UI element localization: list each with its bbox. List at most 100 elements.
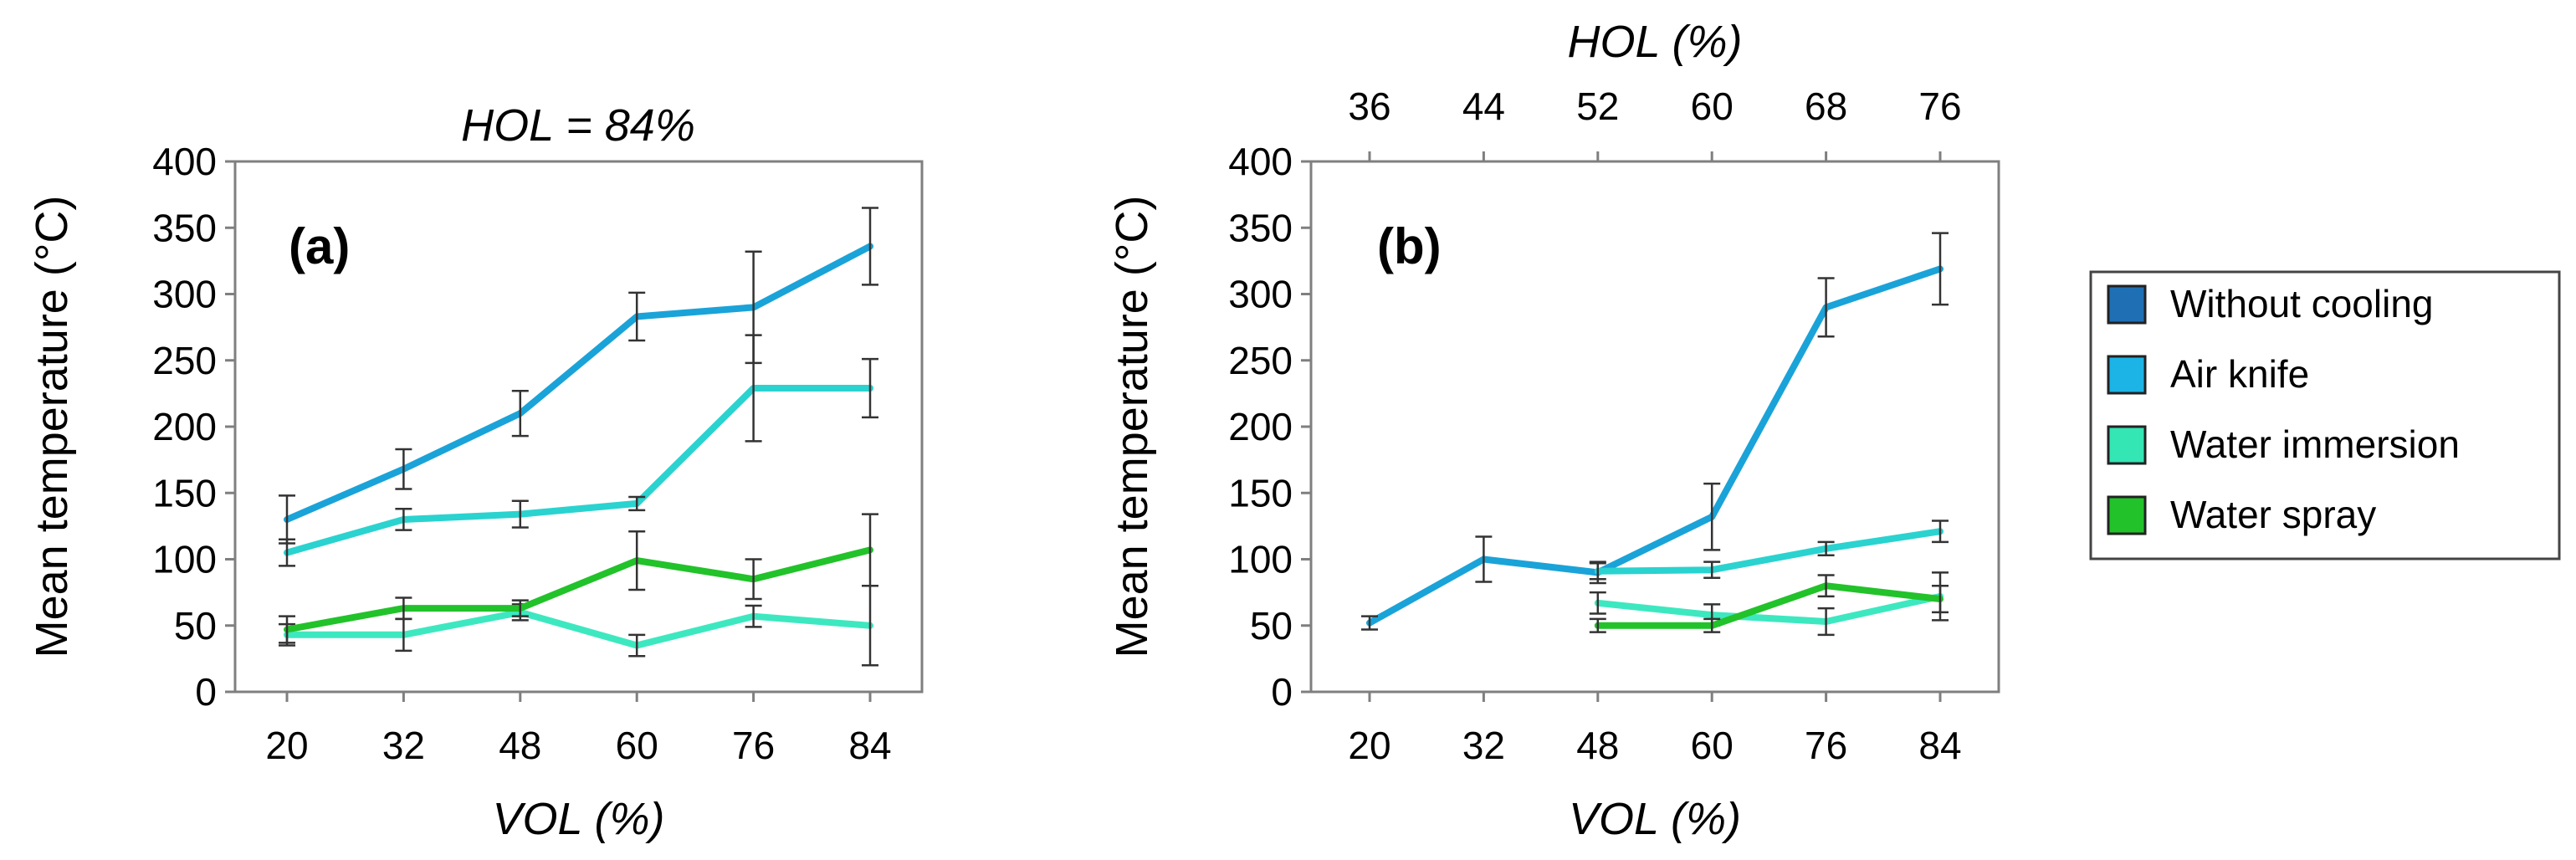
error-bar [1703, 482, 1721, 551]
legend-label: Water immersion [2170, 422, 2460, 466]
y-tick-label: 100 [152, 538, 217, 581]
error-bar [511, 389, 529, 438]
x-tick-label: 20 [1348, 724, 1390, 767]
error-bar [745, 558, 762, 601]
error-bar [1589, 562, 1606, 581]
x-tick-label: 60 [616, 724, 658, 767]
legend-box [2089, 270, 2561, 561]
y-tick-label: 50 [174, 604, 217, 648]
x-tick-label: 84 [848, 724, 891, 767]
y-axis-label: Mean temperature (°C) [27, 196, 77, 658]
series-water-spray [1589, 574, 1949, 633]
legend: Without cooling Air knife Water immersion W… [2089, 270, 2561, 561]
y-tick-label: 150 [1228, 471, 1293, 514]
legend-label: Water spray [2170, 493, 2376, 536]
top-tick-label: 36 [1348, 84, 1390, 128]
legend-label: Air knife [2170, 352, 2309, 396]
series-line [1594, 528, 1944, 575]
top-tick-label: 68 [1805, 84, 1847, 128]
error-bar [628, 291, 646, 342]
panel-label: (b) [1377, 218, 1442, 274]
series-without-cooling [279, 207, 878, 545]
error-bar [1361, 615, 1378, 631]
legend-swatch [2107, 355, 2147, 395]
y-tick-label: 250 [152, 339, 217, 382]
error-bar [1589, 617, 1606, 633]
series-line [284, 546, 873, 633]
y-tick-label: 200 [1228, 405, 1293, 448]
y-tick-label: 350 [152, 206, 217, 249]
x-tick-label: 76 [1805, 724, 1847, 767]
chart-panel-b: 0 50 100 150 200 250 300 350 400 20 32 48 60 76 84 36 44… [1107, 17, 2000, 844]
x-axis-label: VOL (%) [492, 794, 664, 844]
error-bar [1817, 607, 1835, 637]
top-tick-label: 52 [1576, 84, 1619, 128]
series-air-knife [279, 334, 878, 567]
top-tick-label: 76 [1918, 84, 1961, 128]
error-bar [862, 207, 878, 286]
series-water-immersion [279, 584, 878, 667]
error-bar [1703, 561, 1721, 579]
y-tick-label: 100 [1228, 538, 1293, 581]
legend-swatch [2107, 425, 2147, 465]
error-bar [511, 499, 529, 529]
error-bar [279, 615, 295, 644]
top-tick-label: 44 [1462, 84, 1505, 128]
error-bar [1932, 520, 1949, 544]
error-bar [1932, 584, 1949, 614]
legend-label: Without cooling [2170, 282, 2434, 325]
legend-swatch [2107, 495, 2147, 535]
error-bar [745, 604, 762, 628]
series-line [1366, 265, 1944, 627]
series-line [284, 243, 873, 523]
error-bar [628, 495, 646, 512]
error-bar [511, 599, 529, 617]
y-tick-label: 250 [1228, 339, 1293, 382]
x-tick-label: 32 [382, 724, 425, 767]
error-bar [745, 334, 762, 443]
error-bar [862, 513, 878, 587]
legend-item: Without cooling [2107, 282, 2434, 325]
panel-label: (a) [289, 218, 350, 274]
error-bar [395, 508, 412, 531]
error-bar [1817, 540, 1835, 556]
series-line [284, 608, 873, 649]
error-bar [1932, 232, 1949, 306]
y-tick-label: 0 [195, 670, 217, 714]
series-line [1594, 592, 1944, 625]
y-tick-label: 350 [1228, 206, 1293, 249]
error-bar [1817, 574, 1835, 598]
chart-title: HOL = 84% [461, 100, 695, 151]
chart-title: HOL (%) [1567, 17, 1742, 67]
x-tick-label: 76 [732, 724, 775, 767]
error-bar [1475, 535, 1493, 583]
error-bar [1703, 617, 1721, 633]
y-tick-label: 150 [152, 471, 217, 514]
chart-panel-a: 0 50 100 150 200 250 300 350 400 20 32 48 60 76 84 VOL … [27, 100, 924, 844]
legend-swatch [2107, 284, 2147, 325]
error-bar [628, 530, 646, 591]
y-tick-label: 400 [152, 140, 217, 183]
top-tick-label: 60 [1691, 84, 1734, 128]
y-tick-label: 300 [152, 273, 217, 316]
error-bar [862, 357, 878, 419]
legend-item: Water immersion [2107, 422, 2460, 466]
error-bar [1817, 277, 1835, 338]
series-line [1594, 582, 1944, 629]
error-bar [395, 596, 412, 621]
series-air-knife [1589, 520, 1949, 581]
x-axis-label: VOL (%) [1569, 794, 1741, 844]
x-tick-label: 84 [1918, 724, 1961, 767]
error-bar [628, 633, 646, 658]
error-bar [279, 538, 295, 567]
error-bar [395, 448, 412, 490]
x-tick-label: 20 [265, 724, 308, 767]
x-tick-label: 60 [1691, 724, 1734, 767]
legend-item: Air knife [2107, 352, 2309, 396]
y-tick-label: 300 [1228, 273, 1293, 316]
x-tick-label: 48 [499, 724, 541, 767]
y-axis-label: Mean temperature (°C) [1107, 196, 1157, 658]
y-tick-label: 0 [1271, 670, 1293, 714]
y-tick-label: 200 [152, 405, 217, 448]
